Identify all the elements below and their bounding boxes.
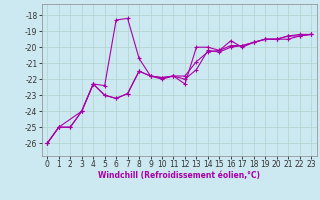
X-axis label: Windchill (Refroidissement éolien,°C): Windchill (Refroidissement éolien,°C) [98,171,260,180]
